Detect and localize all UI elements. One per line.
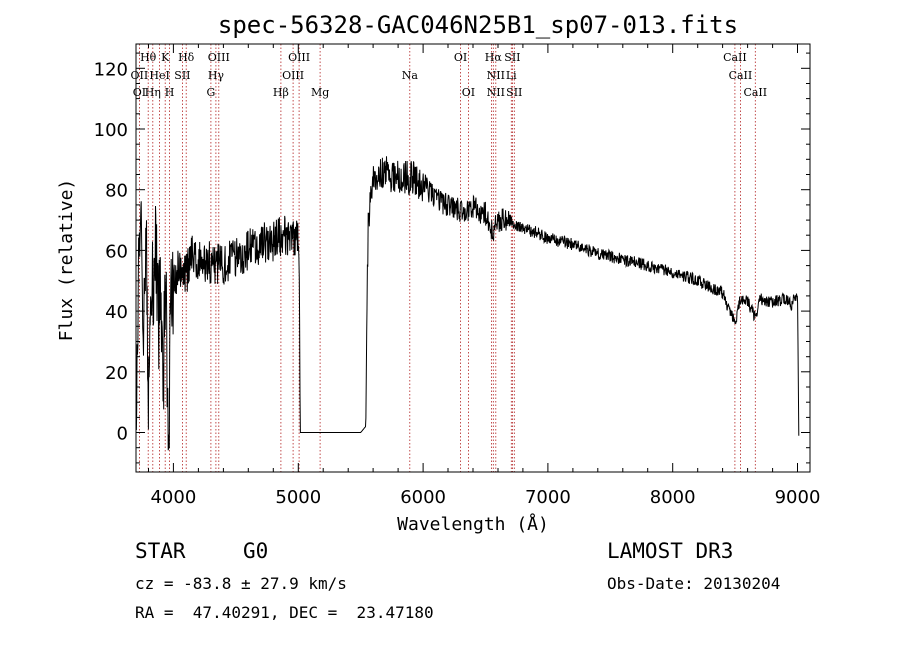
y-tick-label: 20 [105, 363, 128, 384]
line-label-7: SII [504, 51, 520, 64]
y-tick-label: 40 [105, 302, 128, 323]
line-label-26: SII [506, 86, 522, 99]
survey-name: LAMOST DR3 [607, 539, 734, 563]
line-label-25: NII [487, 86, 505, 99]
y-axis-label: Flux (relative) [56, 179, 77, 342]
line-label-9: OII [131, 69, 149, 82]
object-class: STAR [135, 539, 186, 563]
y-tick-label: 100 [94, 120, 128, 141]
y-tick-label: 80 [105, 181, 128, 202]
y-axis: 0 20 40 60 80 100 120 [94, 52, 810, 464]
x-tick-label: 8000 [650, 487, 696, 508]
line-label-22: Hβ [273, 86, 289, 99]
line-label-5: OI [454, 51, 467, 64]
line-label-6: Hα [485, 51, 503, 64]
x-tick-label: 7000 [525, 487, 571, 508]
line-label-3: OIII [208, 51, 230, 64]
line-label-11: SII [174, 69, 190, 82]
line-label-24: OI [462, 86, 475, 99]
y-tick-label: 0 [117, 424, 128, 445]
y-tick-label: 120 [94, 59, 128, 80]
line-label-8: CaII [723, 51, 747, 64]
line-label-20: H [165, 86, 175, 99]
line-label-4: OIII [288, 51, 310, 64]
line-label-14: Na [402, 69, 419, 82]
line-label-2: Hδ [178, 51, 195, 64]
line-label-0: Hθ [140, 51, 157, 64]
redshift-value: cz = -83.8 ± 27.9 km/s [135, 574, 347, 593]
x-tick-label: 6000 [400, 487, 446, 508]
x-tick-label: 4000 [150, 487, 196, 508]
x-tick-label: 9000 [775, 487, 821, 508]
line-label-27: CaII [743, 86, 767, 99]
line-label-23: Mg [311, 86, 329, 99]
x-tick-label: 5000 [275, 487, 321, 508]
line-label-21: G [207, 86, 216, 99]
line-label-17: CaII [729, 69, 753, 82]
x-axis: 4000 5000 6000 7000 8000 9000 [148, 44, 821, 508]
line-label-10: HeI [149, 69, 169, 82]
line-label-1: K [161, 51, 170, 64]
y-tick-label: 60 [105, 241, 128, 262]
flux-line [135, 156, 800, 451]
obs-date: Obs-Date: 20130204 [607, 574, 781, 593]
spectral-line-markers [138, 44, 756, 472]
line-label-15: NII [487, 69, 505, 82]
line-label-16: Li [506, 69, 517, 82]
coordinates: RA = 47.40291, DEC = 23.47180 [135, 603, 434, 622]
line-label-19: Hη [145, 86, 161, 99]
chart-title: spec-56328-GAC046N25B1_sp07-013.fits [218, 11, 738, 39]
x-axis-label: Wavelength (Å) [397, 513, 549, 535]
object-subclass: G0 [243, 539, 269, 563]
line-label-13: OIII [282, 69, 304, 82]
line-label-12: Hγ [208, 69, 225, 82]
